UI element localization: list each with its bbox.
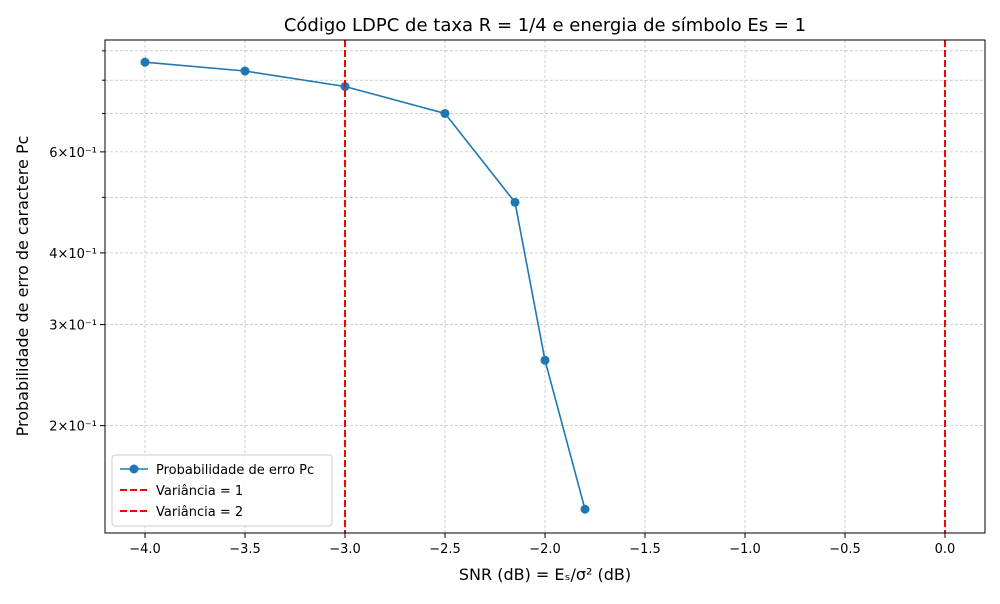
legend-swatch: [129, 464, 139, 474]
x-tick-label: −1.0: [729, 542, 761, 557]
x-tick-label: −3.0: [329, 542, 361, 557]
legend-box: [111, 454, 333, 527]
y-tick-label: 3×10⁻¹: [49, 319, 97, 334]
y-tick-label: 2×10⁻¹: [49, 420, 97, 435]
chart-title: Código LDPC de taxa R = 1/4 e energia de…: [284, 15, 806, 36]
x-tick-label: −0.5: [829, 542, 861, 557]
plot-area: [140, 40, 946, 533]
data-point: [140, 57, 150, 67]
data-point: [510, 197, 520, 207]
plot-frame: [104, 39, 986, 534]
data-point: [580, 504, 590, 514]
data-point: [440, 108, 450, 118]
x-tick-label: 0.0: [935, 542, 956, 557]
series-line: [144, 61, 586, 510]
data-point: [240, 66, 250, 76]
x-tick-label: −2.5: [429, 542, 461, 557]
x-axis-label: SNR (dB) = Eₛ/σ² (dB): [459, 565, 631, 584]
y-tick-label: 4×10⁻¹: [49, 247, 97, 262]
y-axis-label: Probabilidade de erro de caractere Pc: [13, 136, 32, 437]
x-tick-label: −2.0: [529, 542, 561, 557]
legend-label: Variância = 2: [156, 505, 243, 520]
x-tick-label: −3.5: [229, 542, 261, 557]
legend-label: Variância = 1: [156, 484, 243, 499]
x-tick-label: −4.0: [129, 542, 161, 557]
data-point: [540, 355, 550, 365]
legend-label: Probabilidade de erro Pc: [156, 463, 314, 478]
x-tick-label: −1.5: [629, 542, 661, 557]
y-tick-label: 6×10⁻¹: [49, 146, 97, 161]
